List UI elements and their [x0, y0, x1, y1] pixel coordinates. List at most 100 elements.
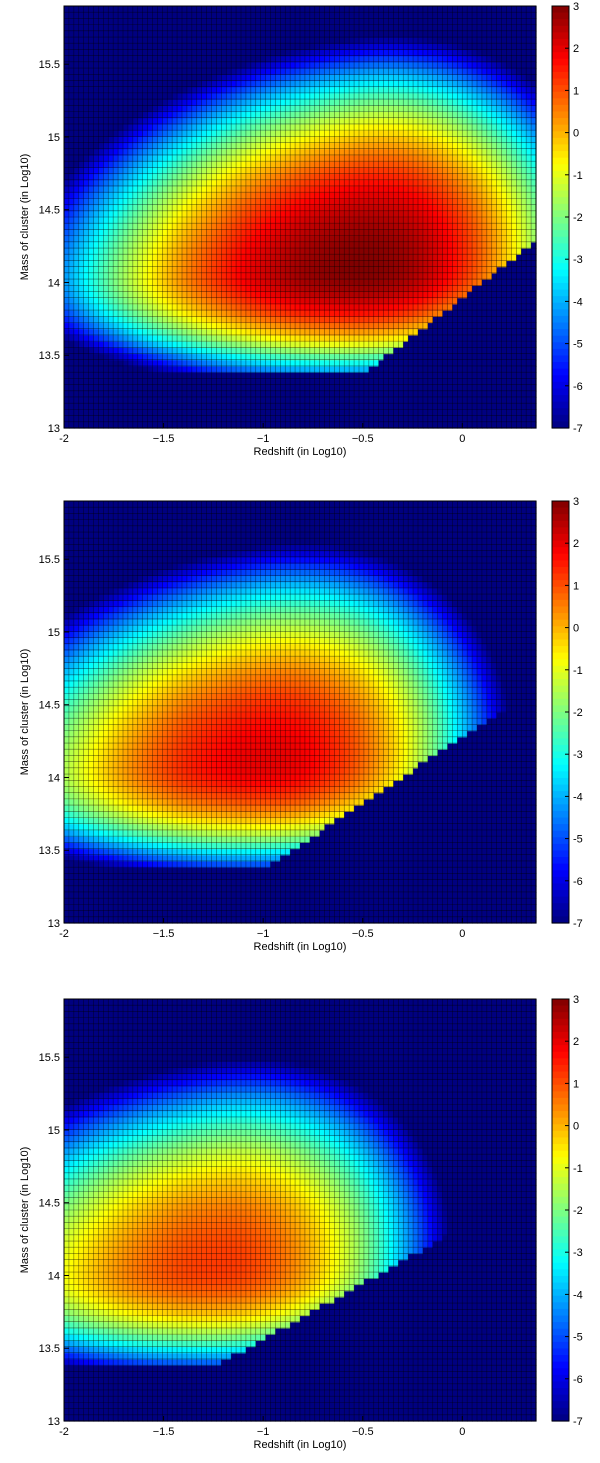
heatmap-cell: [383, 74, 390, 82]
heatmap-cell: [319, 24, 326, 32]
heatmap-cell: [147, 68, 154, 75]
heatmap-cell: [191, 111, 198, 119]
heatmap-cell: [373, 248, 380, 255]
heatmap-cell: [172, 49, 178, 57]
heatmap-cell: [68, 316, 75, 324]
heatmap-cell: [108, 297, 114, 305]
heatmap-cell: [226, 154, 232, 162]
heatmap-cell: [172, 161, 178, 168]
heatmap-cell: [221, 341, 227, 348]
heatmap-cell: [196, 204, 203, 212]
heatmap-cell: [206, 303, 213, 311]
heatmap-cell: [300, 421, 306, 429]
heatmap-cell: [285, 378, 291, 386]
heatmap-cell: [78, 43, 85, 51]
heatmap-cell: [78, 6, 85, 13]
heatmap-cell: [398, 92, 404, 100]
heatmap-cell: [113, 185, 119, 193]
heatmap-cell: [255, 49, 262, 57]
heatmap-cell: [172, 30, 178, 38]
heatmap-cell: [265, 92, 272, 100]
heatmap-cell: [88, 18, 95, 26]
heatmap-cell: [182, 130, 188, 137]
heatmap-cell: [118, 316, 124, 324]
heatmap-cell: [378, 316, 385, 324]
heatmap-cell: [88, 384, 95, 392]
heatmap-cell: [265, 185, 272, 193]
heatmap-cell: [78, 297, 85, 305]
heatmap-cell: [98, 18, 104, 26]
heatmap-cell: [408, 396, 414, 404]
heatmap-cell: [191, 61, 198, 69]
heatmap-cell: [206, 68, 213, 75]
heatmap-cell: [177, 421, 183, 429]
heatmap-cell: [83, 179, 90, 187]
heatmap-cell: [393, 111, 399, 119]
heatmap-cell: [88, 49, 95, 57]
heatmap-cell: [393, 260, 399, 268]
heatmap-cell: [132, 136, 139, 144]
heatmap-cell: [373, 74, 380, 82]
heatmap-cell: [383, 148, 390, 156]
heatmap-cell: [398, 384, 404, 392]
heatmap-cell: [137, 173, 144, 181]
heatmap-cell: [132, 105, 139, 113]
heatmap-cell: [388, 105, 395, 113]
heatmap-cell: [408, 217, 414, 224]
heatmap-cell: [93, 68, 100, 75]
heatmap-cell: [383, 217, 390, 224]
heatmap-cell: [255, 123, 262, 131]
heatmap-cell: [270, 384, 277, 392]
heatmap-cell: [275, 372, 281, 379]
heatmap-cell: [142, 235, 149, 243]
heatmap-cell: [354, 37, 360, 44]
heatmap-cell: [127, 123, 134, 131]
heatmap-cell: [250, 396, 257, 404]
heatmap-cell: [118, 37, 124, 44]
heatmap-cell: [182, 12, 188, 20]
heatmap-cell: [167, 161, 173, 168]
heatmap-cell: [142, 192, 149, 199]
heatmap-cell: [226, 148, 232, 156]
heatmap-cell: [68, 117, 75, 125]
heatmap-cell: [73, 396, 80, 404]
heatmap-cell: [182, 328, 188, 336]
heatmap-cell: [413, 61, 419, 69]
heatmap-cell: [64, 6, 70, 13]
heatmap-cell: [172, 334, 178, 342]
heatmap-cell: [186, 229, 193, 237]
heatmap-cell: [388, 204, 395, 212]
heatmap-cell: [349, 229, 355, 237]
heatmap-cell: [383, 117, 390, 125]
heatmap-cell: [265, 415, 272, 423]
heatmap-cell: [236, 310, 242, 317]
heatmap-cell: [137, 285, 144, 293]
heatmap-cell: [127, 24, 134, 32]
heatmap-cell: [359, 341, 365, 348]
heatmap-cell: [300, 68, 306, 75]
heatmap-cell: [250, 359, 257, 367]
heatmap-cell: [147, 248, 154, 255]
heatmap-cell: [304, 403, 311, 410]
heatmap-cell: [236, 18, 242, 26]
heatmap-cell: [300, 18, 306, 26]
heatmap-cell: [260, 223, 267, 231]
heatmap-cell: [324, 161, 331, 168]
heatmap-cell: [349, 130, 355, 137]
heatmap-cell: [388, 111, 395, 119]
heatmap-cell: [83, 359, 90, 367]
heatmap-cell: [368, 285, 375, 293]
heatmap-cell: [103, 260, 109, 268]
heatmap-cell: [388, 136, 395, 144]
heatmap-cell: [285, 409, 291, 417]
heatmap-cell: [98, 297, 104, 305]
heatmap-cell: [137, 365, 144, 373]
heatmap-cell: [270, 142, 277, 150]
heatmap-cell: [241, 291, 247, 299]
heatmap-cell: [88, 223, 95, 231]
heatmap-cell: [349, 260, 355, 268]
heatmap-cell: [388, 148, 395, 156]
heatmap-cell: [295, 123, 301, 131]
heatmap-cell: [319, 12, 326, 20]
heatmap-cell: [334, 136, 340, 144]
